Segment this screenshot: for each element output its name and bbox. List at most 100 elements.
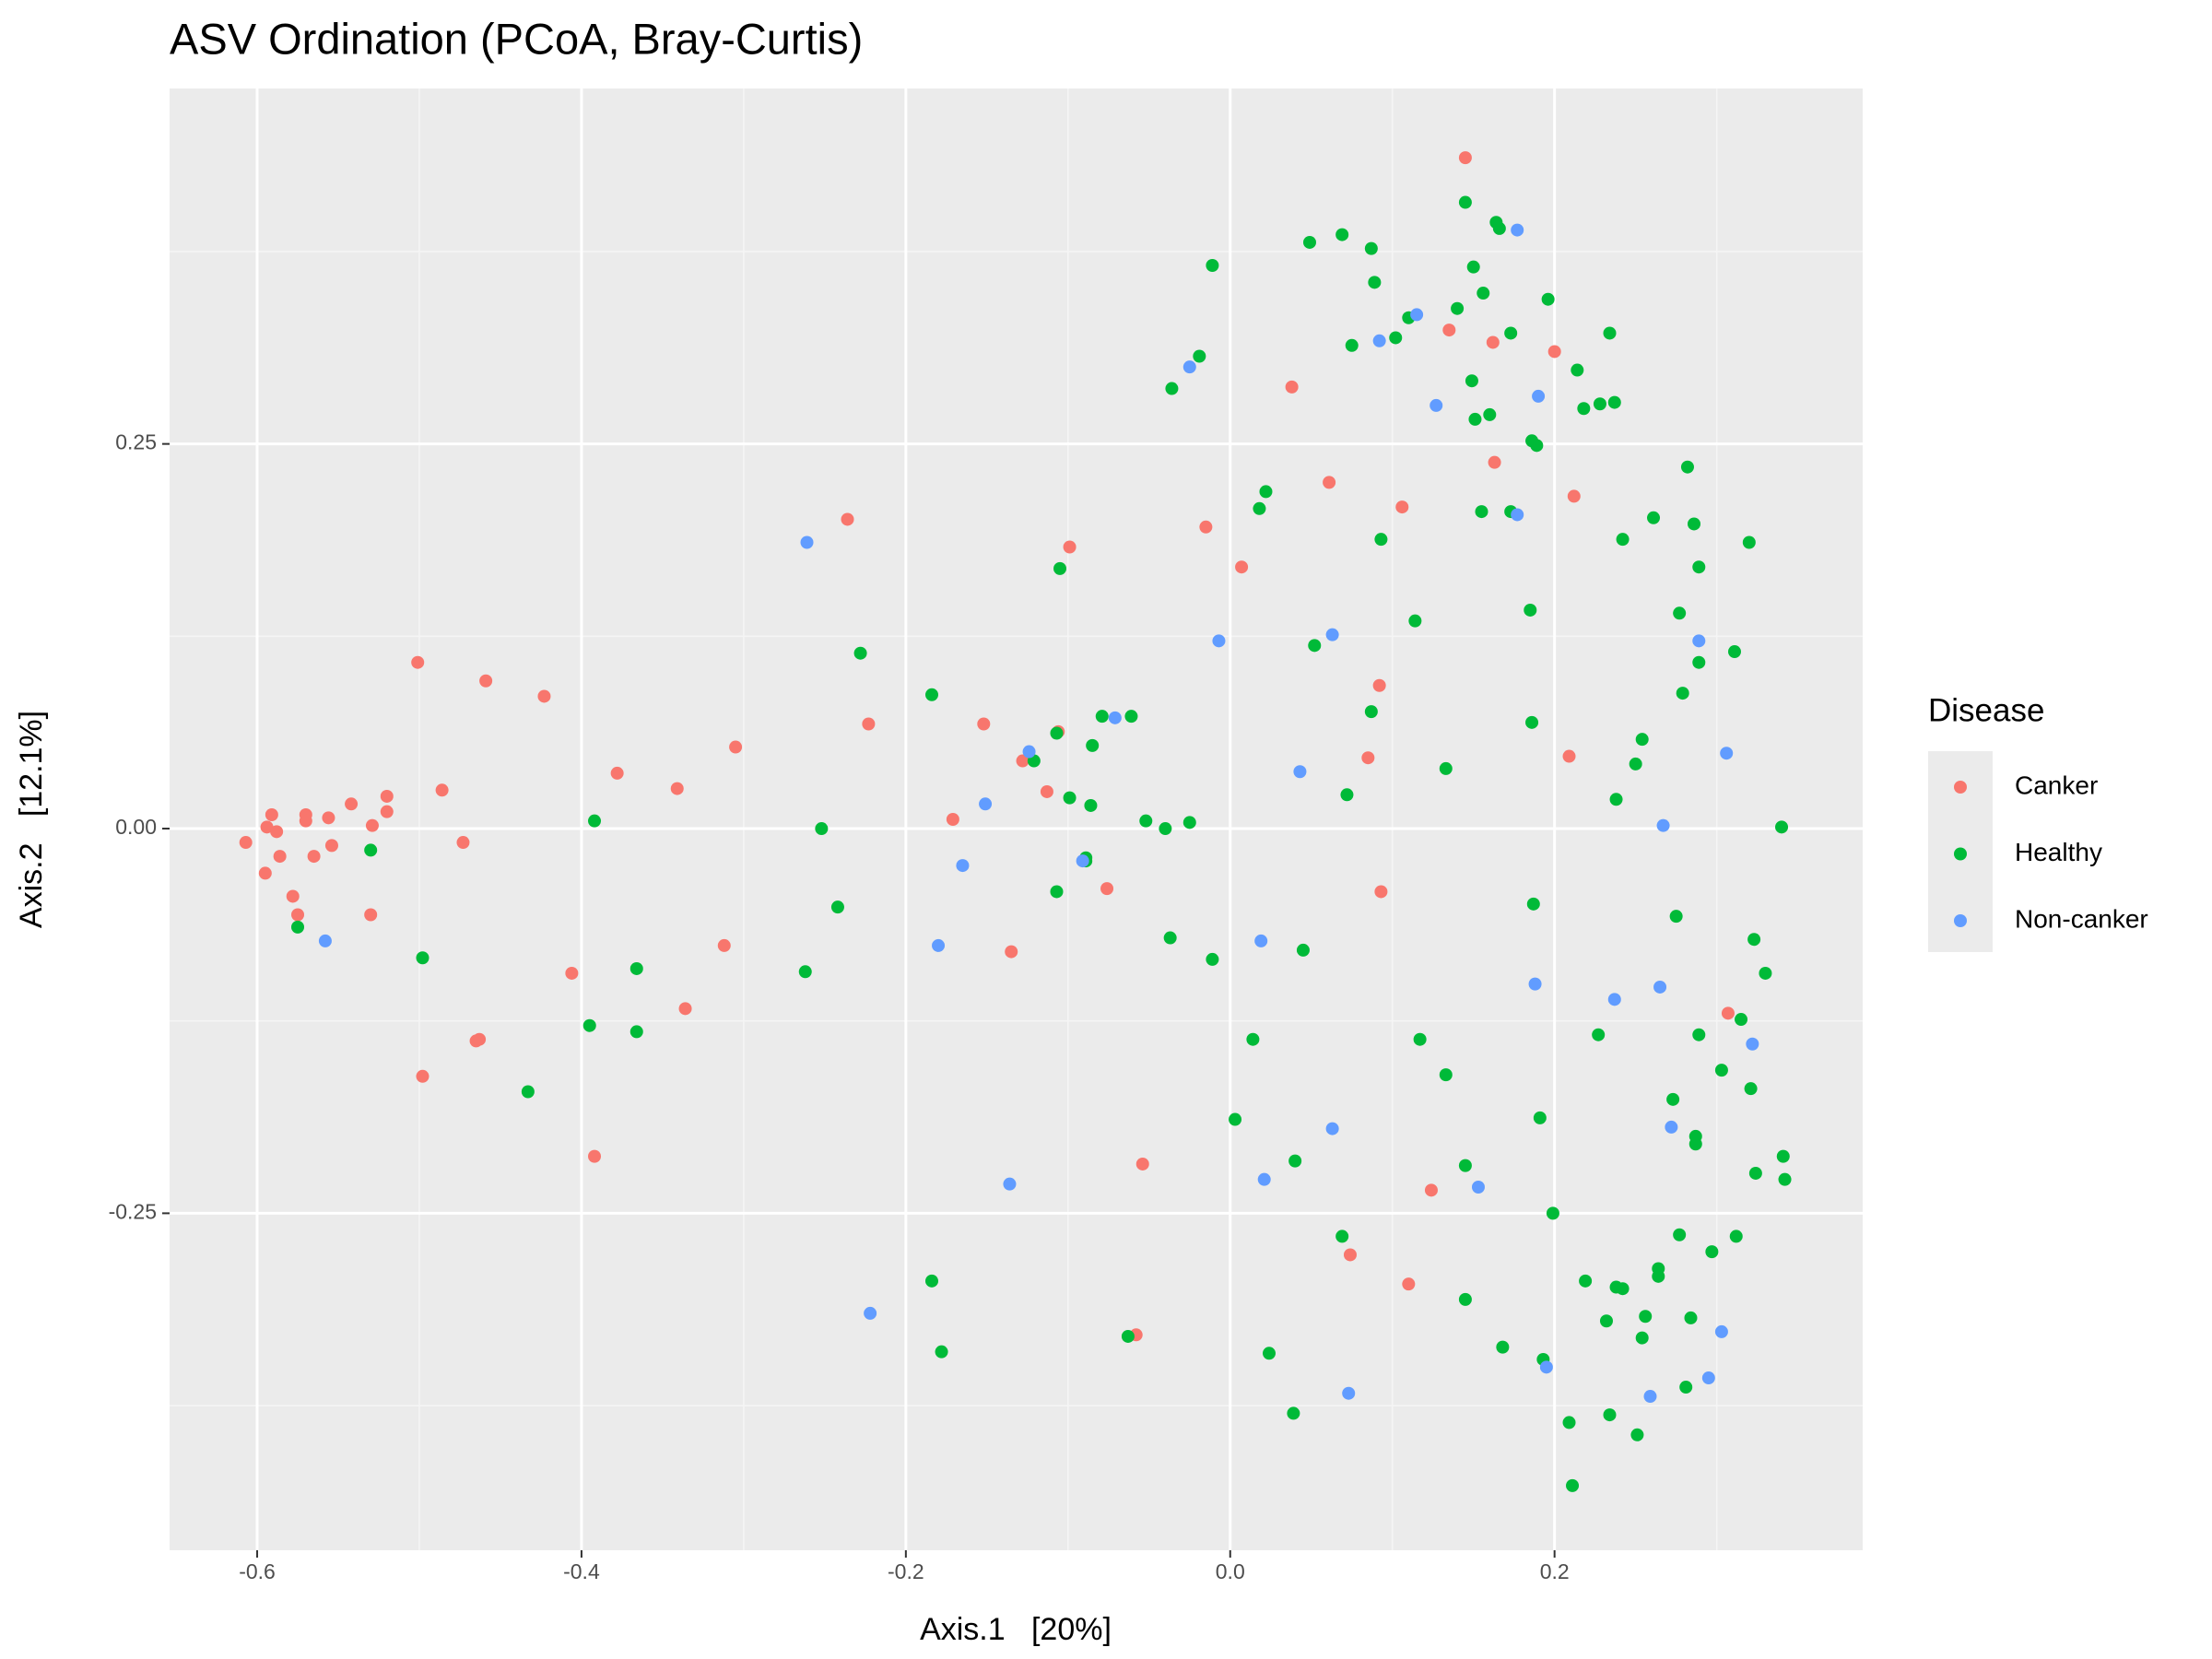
point [1287,1406,1300,1420]
point [1139,814,1153,828]
point [1492,221,1506,235]
legend-label: Non-canker [2015,904,2148,933]
point [1562,749,1576,763]
point [1567,489,1581,503]
legend-label: Canker [2015,771,2098,799]
point [286,889,300,903]
point [1547,345,1561,359]
point [1235,560,1249,574]
point [239,836,253,850]
point [260,820,274,834]
point [932,938,946,952]
point [1607,993,1621,1006]
point [1022,745,1036,759]
point [1458,195,1472,209]
point [1747,933,1761,947]
point [1616,1282,1630,1296]
point [1665,1120,1678,1134]
point [1701,1371,1715,1385]
point [1257,1172,1271,1186]
point [1714,1064,1728,1077]
point [1465,374,1478,388]
point [1095,710,1109,724]
point [1744,1082,1758,1096]
point [1599,1314,1613,1328]
point [273,850,287,864]
point [1288,1154,1302,1168]
point [798,965,812,979]
point [1539,1360,1553,1374]
point [1372,334,1386,347]
point [1206,952,1219,966]
point [435,783,449,797]
legend-marker [1954,847,1967,861]
point [1076,854,1089,868]
point [1679,1381,1693,1394]
point [610,766,624,780]
point [1776,1149,1790,1163]
point [1005,945,1018,959]
point [1084,798,1098,812]
point [588,814,602,828]
x-axis-title: Axis.1 [20%] [920,1612,1112,1647]
point [956,859,970,873]
point [1246,1032,1260,1046]
point [380,805,394,818]
point [1340,788,1354,802]
panel [170,88,1863,1550]
point [670,782,684,795]
x-tick-label: -0.2 [888,1559,924,1583]
point [1603,326,1617,340]
point [1525,715,1539,729]
point [1050,726,1064,740]
point [1673,1228,1687,1241]
point [1159,822,1172,836]
point [1680,460,1694,474]
point [1040,784,1053,798]
point [1735,1013,1748,1027]
point [925,1274,939,1288]
legend-label: Healthy [2015,838,2102,866]
point [1729,1230,1743,1243]
point [1483,407,1497,421]
point [1635,733,1649,747]
point [1253,501,1266,515]
point [1692,655,1706,669]
point [629,961,643,975]
point [925,688,939,701]
point [1653,980,1667,994]
point [1647,511,1661,524]
point [1254,934,1268,947]
point [1451,301,1465,315]
point [1063,791,1077,805]
point [815,822,829,836]
y-axis-title: Axis.2 [12.1%] [14,711,49,928]
point [588,1149,602,1163]
point [1424,1183,1438,1197]
point [1402,1277,1416,1291]
point [1364,241,1378,255]
point [258,866,272,880]
point [1629,757,1642,771]
point [1532,389,1546,403]
point [1546,1206,1559,1220]
point [1530,439,1544,453]
point [629,1025,643,1039]
point [1533,1111,1547,1124]
point [1592,1028,1606,1041]
point [1259,485,1273,499]
point [1100,882,1114,896]
point [1471,1181,1485,1194]
point [1669,910,1683,924]
point [853,646,867,660]
point [1016,754,1030,768]
point [1063,540,1077,554]
point [1607,395,1621,409]
point [299,814,312,828]
x-tick-label: 0.2 [1540,1559,1570,1583]
point [1616,533,1630,547]
point [1325,628,1339,641]
point [729,740,743,754]
point [1374,885,1388,899]
